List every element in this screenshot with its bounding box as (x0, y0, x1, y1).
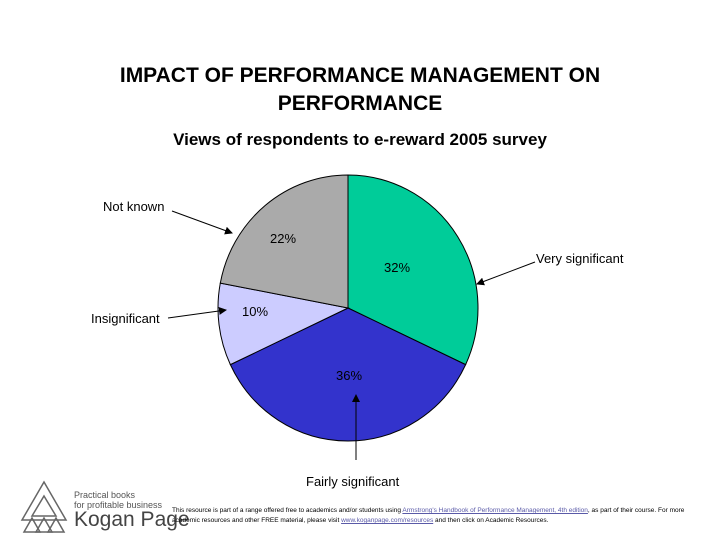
value-label-insignificant: 10% (242, 304, 269, 319)
value-label-fairly-significant: 36% (336, 368, 363, 383)
chart-title-line-1: IMPACT OF PERFORMANCE MANAGEMENT ON (119, 64, 601, 87)
leader-line-insignificant (167, 306, 227, 319)
leader-line-not-known (171, 210, 233, 235)
footer-note: This resource is part of a range offered… (172, 506, 712, 526)
value-label-not-known: 22% (270, 231, 297, 246)
chart-title-line-2: PERFORMANCE (277, 92, 443, 115)
category-label-insignificant: Insignificant (91, 311, 160, 326)
footer-note-text-2: , as part of their course. For more acad… (172, 507, 685, 524)
brand-name: Kogan Page (74, 508, 190, 531)
chart-subtitle: Views of respondents to e-reward 2005 su… (173, 130, 547, 149)
pie-slice-insignificant (217, 282, 350, 366)
pie-slice-not-known (219, 174, 349, 309)
chart-title: IMPACT OF PERFORMANCE MANAGEMENT ON PERF… (40, 62, 680, 118)
value-label-very-significant: 32% (384, 260, 411, 275)
book-title-link[interactable]: Armstrong's Handbook of Performance Mana… (402, 507, 588, 514)
footer-note-text-3: and then click on Academic Resources. (433, 517, 549, 524)
pie-slice-fairly-significant (229, 307, 467, 442)
category-label-not-known: Not known (103, 199, 165, 214)
resources-link[interactable]: www.koganpage.com/resources (341, 517, 434, 524)
brand-tagline-line-1: Practical books (74, 490, 136, 500)
kogan-page-logo-icon (20, 480, 68, 533)
brand-tagline: Practical books for profitable business (74, 490, 162, 510)
category-label-very-significant: Very significant (536, 251, 624, 266)
pie-slice-very-significant (347, 174, 479, 366)
leader-line-very-significant (476, 261, 536, 286)
footer-note-text-1: This resource is part of a range offered… (172, 507, 403, 514)
category-label-fairly-significant: Fairly significant (306, 474, 400, 489)
brand-tagline-line-2: for profitable business (74, 500, 163, 510)
